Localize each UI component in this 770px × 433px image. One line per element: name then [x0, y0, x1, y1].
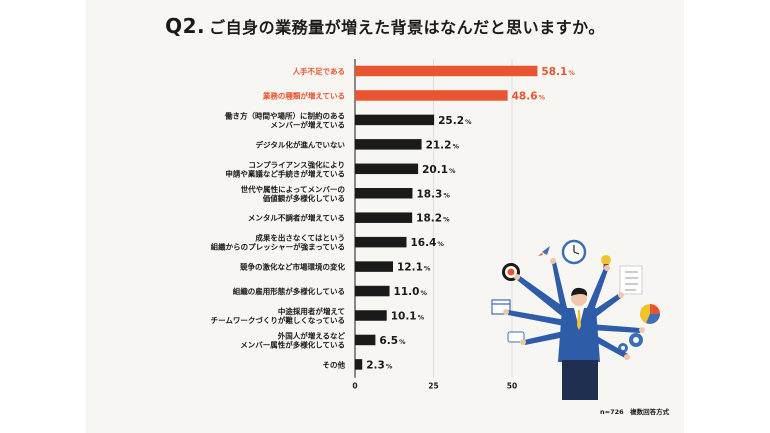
chart-title: Q2. ご自身の業務量が増えた背景はなんだと思いますか。 — [0, 14, 770, 38]
bar — [355, 188, 413, 199]
category-label: 業務の種類が増えている — [262, 90, 345, 100]
bar — [355, 310, 387, 321]
category-label: 競争の激化など市場環境の変化 — [240, 262, 345, 272]
category-label: 外国人が増えるなど — [278, 330, 346, 340]
value-label: 25.2% — [438, 115, 472, 127]
bar — [355, 65, 538, 77]
sample-note: n=726 複数回答方式 — [600, 408, 670, 416]
bar — [355, 236, 407, 248]
value-label: 6.5% — [379, 335, 406, 347]
pie-chart-icon — [640, 304, 660, 324]
value-label: 48.6% — [512, 90, 546, 102]
question-text: ご自身の業務量が増えた背景はなんだと思いますか。 — [209, 18, 605, 37]
clock-icon — [561, 239, 587, 265]
bar — [355, 285, 390, 297]
chat-icon — [507, 331, 525, 343]
bar — [355, 139, 422, 150]
category-label: 組織の雇用形態が多様化している — [233, 286, 345, 296]
category-label: メンバーが増えている — [270, 119, 345, 129]
bar — [355, 163, 419, 175]
category-label: その他 — [323, 359, 346, 369]
gear-icon — [618, 333, 643, 353]
value-label: 21.2% — [426, 139, 460, 151]
bar — [355, 359, 363, 370]
bar — [355, 212, 413, 223]
category-label: 働き方（時間や場所）に制約のある — [224, 110, 345, 120]
bar — [355, 114, 435, 126]
x-tick-label: 25 — [428, 382, 438, 391]
bar — [355, 334, 376, 346]
value-label: 12.1% — [397, 262, 431, 274]
category-label: 価値観が多様化している — [262, 193, 345, 203]
value-label: 20.1% — [422, 164, 456, 176]
x-tick-label: 0 — [352, 382, 357, 391]
value-label: 2.3% — [366, 359, 393, 371]
category-label: チームワークづくりが難しくなっている — [211, 315, 345, 325]
value-label: 18.2% — [416, 213, 450, 225]
value-label: 18.3% — [416, 188, 450, 200]
businessman — [558, 287, 600, 400]
bar — [355, 90, 508, 101]
category-label: 申請や稟議など手続きが増えている — [225, 168, 345, 178]
value-label: 11.0% — [394, 286, 428, 298]
category-label: 世代や属性によってメンバーの — [241, 184, 345, 194]
question-number: Q2. — [165, 14, 206, 38]
x-tick-label: 50 — [507, 382, 517, 391]
category-label: メンタル不調者が増えている — [248, 213, 345, 223]
category-label: 成果を出さなくてはという — [255, 233, 345, 243]
category-label: 人手不足である — [293, 66, 345, 76]
checklist-icon — [619, 265, 643, 295]
category-label: メンバー属性が多様化している — [240, 339, 345, 349]
rocket-icon — [538, 246, 550, 256]
value-label: 10.1% — [391, 311, 425, 323]
category-label: デジタル化が進んでいない — [256, 139, 346, 149]
category-label: 中途採用者が増えて — [278, 306, 345, 316]
businessman-illustration — [491, 239, 660, 400]
value-label: 16.4% — [410, 237, 444, 249]
bar — [355, 261, 393, 272]
category-label: コンプライアンス強化により — [248, 159, 345, 169]
value-label: 58.1% — [541, 66, 575, 78]
category-label: 組織からのプレッシャーが強まっている — [211, 242, 345, 252]
